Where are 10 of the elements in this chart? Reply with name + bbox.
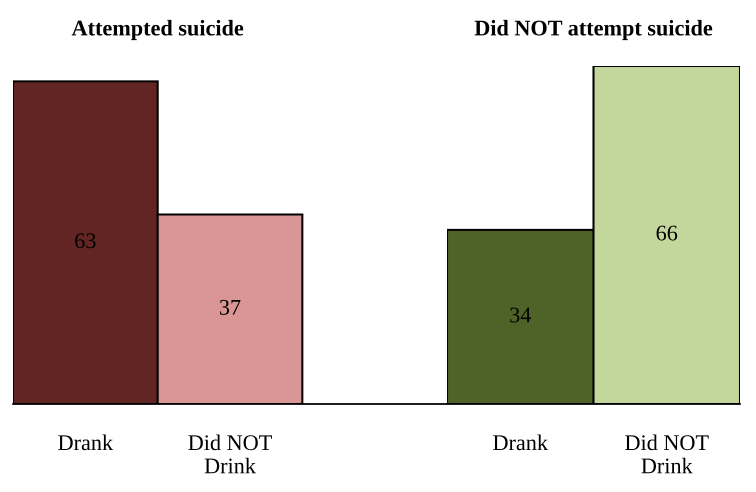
x-tick-label: Drank	[58, 434, 114, 450]
data-label: 34	[510, 308, 532, 322]
chart-title: Did NOT attempt suicide	[474, 20, 712, 40]
x-tick-label: Drank	[493, 434, 548, 450]
data-label: 63	[75, 233, 96, 248]
data-label: 37	[220, 300, 240, 315]
data-label: 66	[656, 226, 678, 241]
x-tick-label: Did NOT Drink	[625, 434, 709, 474]
x-tick-label: Did NOT Drink	[188, 434, 272, 474]
chart-title: Attempted suicide	[72, 20, 244, 40]
